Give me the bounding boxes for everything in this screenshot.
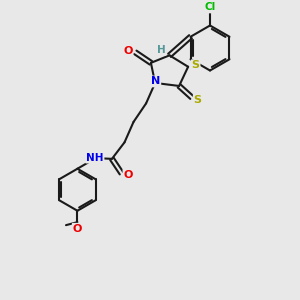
Text: Cl: Cl — [204, 2, 216, 13]
Text: O: O — [123, 170, 133, 180]
Text: H: H — [157, 45, 166, 55]
Text: NH: NH — [86, 153, 104, 163]
Text: O: O — [123, 46, 133, 56]
Text: O: O — [73, 224, 82, 234]
Text: N: N — [151, 76, 160, 86]
Text: S: S — [194, 95, 202, 105]
Text: S: S — [192, 60, 200, 70]
